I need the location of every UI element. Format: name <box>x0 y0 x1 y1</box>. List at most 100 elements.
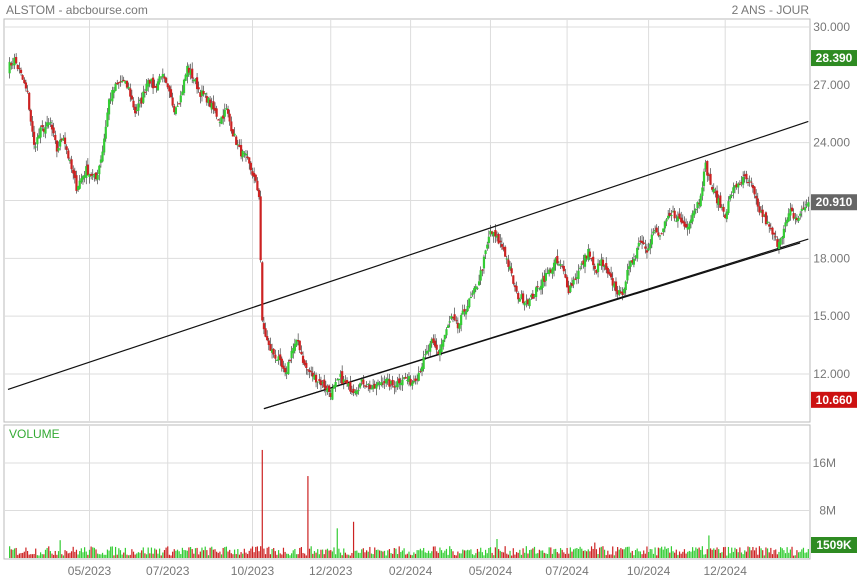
volume-bar <box>484 549 487 558</box>
volume-bar <box>224 547 226 558</box>
last-price-badge: 20.910 <box>816 195 853 209</box>
candle-body <box>182 79 186 93</box>
volume-bar <box>548 547 550 558</box>
candle-body <box>649 243 652 249</box>
volume-bar <box>773 550 775 558</box>
volume-bar <box>188 547 190 558</box>
channel-line <box>7 120 809 390</box>
candle-body <box>712 188 715 193</box>
price-tick-label: 12.000 <box>813 367 850 381</box>
candle-body <box>21 75 24 80</box>
volume-bar <box>149 553 151 558</box>
candle-body <box>210 102 213 110</box>
volume-bar <box>789 549 791 558</box>
volume-bar <box>214 549 216 558</box>
candle-body <box>728 195 732 200</box>
volume-bar <box>610 554 612 558</box>
candle-body <box>442 339 445 347</box>
candle-body <box>86 164 89 176</box>
volume-bar <box>85 551 87 558</box>
volume-bar <box>693 550 695 558</box>
volume-bar <box>747 546 749 558</box>
volume-bar <box>366 550 368 558</box>
volume-bar <box>633 555 635 558</box>
candle-body <box>316 381 319 383</box>
volume-bar <box>352 521 355 558</box>
candle-body <box>595 270 598 273</box>
candle-body <box>11 64 14 66</box>
volume-bar <box>111 546 113 558</box>
volume-bar <box>152 553 154 558</box>
volume-bar <box>139 552 141 558</box>
volume-bar <box>22 552 24 558</box>
volume-bar <box>323 554 325 558</box>
volume-bar <box>48 546 50 558</box>
candle-body <box>49 122 52 124</box>
candle-body <box>310 371 313 373</box>
candle-body <box>535 287 538 298</box>
volume-bar <box>517 552 519 558</box>
volume-bar <box>612 546 614 558</box>
volume-bar <box>535 553 537 558</box>
candle-body <box>244 153 248 156</box>
candle-body <box>342 379 345 383</box>
volume-bar <box>287 553 289 558</box>
candle-body <box>587 248 590 260</box>
candle-body <box>495 235 499 238</box>
volume-bar <box>321 549 324 558</box>
volume-bar <box>375 549 377 558</box>
candle-body <box>711 186 714 190</box>
volume-bar <box>758 546 761 558</box>
candle-body <box>16 65 19 69</box>
volume-bar <box>374 547 376 558</box>
candle-body <box>479 270 482 281</box>
candle-body <box>147 80 150 87</box>
volume-bar <box>142 547 144 558</box>
volume-bar <box>465 550 467 558</box>
candle-body <box>101 151 104 162</box>
candle-body <box>671 211 675 213</box>
volume-bar <box>331 551 333 558</box>
candle-body <box>285 372 288 375</box>
volume-bar <box>189 546 192 558</box>
candle-body <box>652 231 655 234</box>
volume-bar <box>688 550 690 558</box>
candle-body <box>192 80 195 82</box>
candle-body <box>603 265 606 268</box>
volume-bar <box>449 546 451 558</box>
volume-bar <box>74 551 76 558</box>
candle-body <box>520 294 523 299</box>
volume-bar <box>695 547 697 558</box>
date-tick-label: 07/2023 <box>146 564 190 578</box>
volume-bar <box>569 547 571 558</box>
volume-bar <box>219 551 221 558</box>
volume-bar <box>147 547 149 558</box>
volume-bar <box>336 528 338 558</box>
candle-body <box>181 91 184 95</box>
volume-bar <box>649 549 651 558</box>
candle-body <box>751 185 755 189</box>
volume-bar <box>473 555 475 558</box>
candle-body <box>579 267 582 269</box>
volume-bar <box>154 548 156 558</box>
volume-bar <box>395 548 397 558</box>
volume-bar <box>489 547 492 558</box>
volume-bar <box>680 553 682 558</box>
volume-bar <box>405 554 407 558</box>
candle-body <box>34 146 37 148</box>
candle-body <box>376 382 380 386</box>
volume-bar <box>762 550 764 558</box>
candle-body <box>300 351 303 355</box>
candle-body <box>473 288 476 294</box>
candle-body <box>455 320 458 322</box>
volume-bar <box>357 552 360 558</box>
volume-bar <box>603 549 606 558</box>
candle-body <box>451 316 455 318</box>
volume-bar <box>470 549 472 558</box>
volume-bar <box>802 547 805 558</box>
candle-body <box>756 198 759 207</box>
volume-bar <box>755 547 757 558</box>
volume-bar <box>118 548 120 558</box>
volume-bar <box>447 554 449 558</box>
candle-body <box>305 362 308 369</box>
